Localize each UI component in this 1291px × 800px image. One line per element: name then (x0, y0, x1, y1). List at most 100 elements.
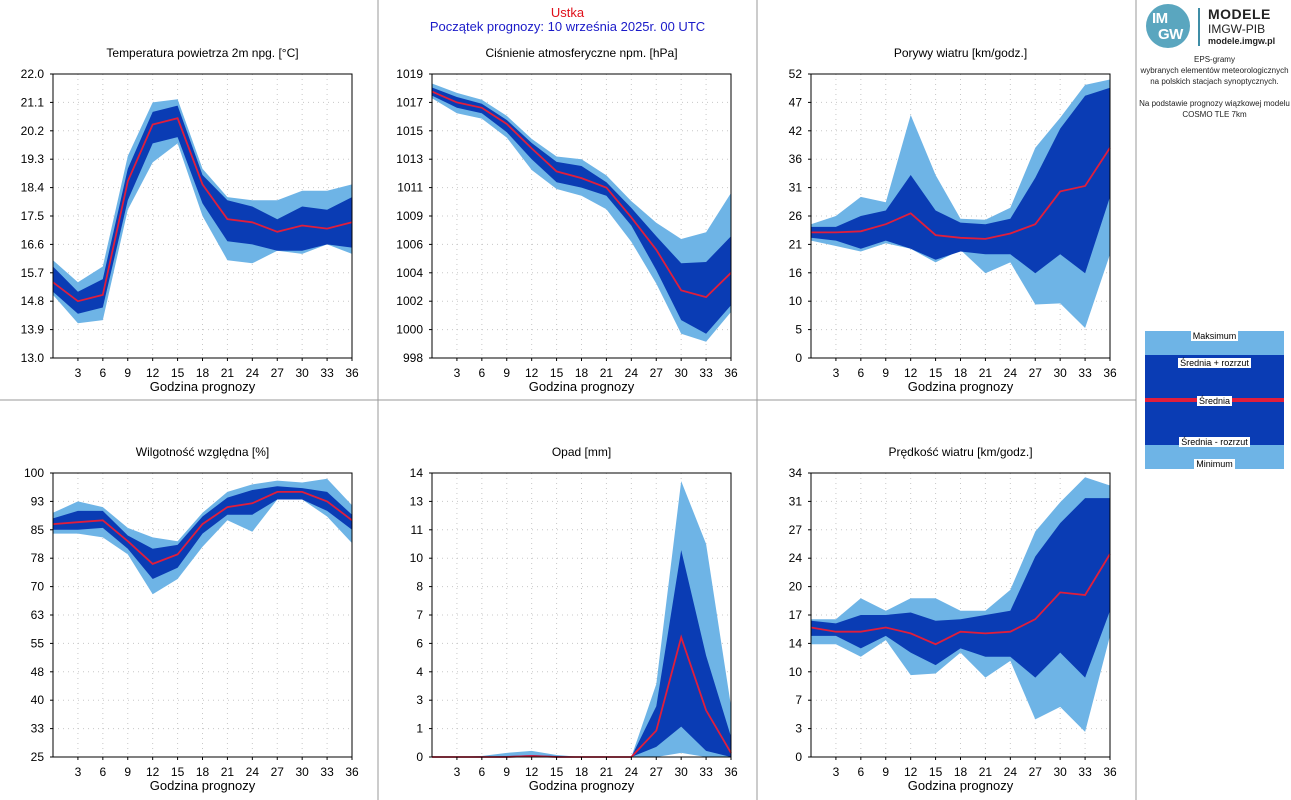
x-tick-label: 6 (478, 366, 485, 380)
y-tick-label: 63 (31, 608, 45, 622)
badge-bottom-text: GW (1158, 26, 1183, 43)
y-tick-label: 78 (31, 551, 45, 565)
y-tick-label: 4 (416, 665, 423, 679)
y-tick-label: 31 (789, 494, 803, 508)
min-max-band (53, 99, 352, 324)
x-tick-label: 21 (600, 366, 614, 380)
chart-panel-2: Ciśnienie atmosferyczne npm. [hPa] 998 100… (396, 46, 738, 394)
y-tick-label: 34 (789, 466, 803, 480)
min-max-band (53, 478, 352, 595)
y-tick-label: 5 (795, 323, 802, 337)
forecast-start: Początek prognozy: 10 września 2025r. 00… (429, 19, 706, 34)
x-tick-label: 12 (146, 765, 160, 779)
y-tick-label: 1019 (396, 67, 423, 81)
y-tick-label: 1000 (396, 323, 423, 337)
y-tick-label: 11 (411, 523, 424, 537)
desc-line-2: wybranych elementów meteorologicznych (1140, 66, 1289, 75)
x-tick-label: 27 (1029, 366, 1043, 380)
x-tick-label: 36 (345, 366, 359, 380)
x-tick-label: 36 (1103, 366, 1117, 380)
spread-band (53, 105, 352, 314)
x-tick-label: 3 (75, 765, 82, 779)
x-tick-label: 15 (171, 765, 185, 779)
chart-title: Wilgotność względna [%] (136, 445, 269, 459)
x-tick-label: 27 (271, 765, 285, 779)
y-tick-label: 8 (416, 580, 423, 594)
x-tick-label: 9 (882, 366, 889, 380)
x-tick-label: 3 (454, 366, 461, 380)
min-max-band (432, 83, 731, 342)
x-tick-label: 27 (271, 366, 285, 380)
x-tick-label: 18 (954, 366, 968, 380)
y-tick-label: 1013 (396, 152, 423, 166)
x-tick-label: 33 (699, 765, 713, 779)
x-tick-label: 18 (954, 765, 968, 779)
x-tick-label: 33 (320, 765, 334, 779)
spread-band (811, 498, 1110, 678)
x-tick-label: 24 (1004, 366, 1018, 380)
x-tick-label: 9 (503, 765, 510, 779)
x-tick-label: 24 (625, 366, 639, 380)
y-tick-label: 48 (31, 665, 45, 679)
y-tick-label: 7 (416, 608, 423, 622)
y-tick-label: 7 (795, 693, 802, 707)
min-max-band (432, 481, 731, 757)
y-tick-label: 21 (789, 237, 803, 251)
band-legend: Maksimum Średnia + rozrzut Średnia Średn… (1145, 331, 1284, 469)
y-tick-label: 55 (31, 636, 45, 650)
x-tick-label: 12 (904, 765, 918, 779)
x-tick-label: 30 (295, 765, 309, 779)
y-tick-label: 14 (410, 466, 424, 480)
desc-line-5: COSMO TLE 7km (1182, 110, 1247, 119)
logo-divider (1198, 8, 1200, 46)
x-tick-label: 24 (625, 765, 639, 779)
y-tick-label: 42 (789, 124, 803, 138)
x-tick-label: 36 (724, 765, 738, 779)
chart-title: Temperatura powietrza 2m npg. [°C] (106, 46, 298, 60)
y-tick-label: 25 (31, 750, 45, 764)
y-tick-label: 21.1 (21, 95, 45, 109)
x-tick-label: 30 (295, 366, 309, 380)
x-tick-label: 15 (550, 366, 564, 380)
y-tick-label: 1004 (396, 266, 423, 280)
x-tick-label: 6 (478, 765, 485, 779)
logo-url: modele.imgw.pl (1208, 36, 1276, 46)
x-axis-label: Godzina prognozy (529, 379, 635, 394)
y-tick-label: 14.8 (21, 294, 45, 308)
y-tick-label: 15.7 (21, 266, 45, 280)
x-tick-label: 12 (904, 366, 918, 380)
x-tick-label: 15 (171, 366, 185, 380)
imgw-badge-icon: IM GW (1146, 4, 1190, 48)
chart-panel-1: Temperatura powietrza 2m npg. [°C] 13.0 13… (21, 46, 359, 394)
x-tick-label: 3 (833, 765, 840, 779)
x-tick-label: 27 (1029, 765, 1043, 779)
logo-title: MODELE (1208, 6, 1271, 22)
legend-max-label: Maksimum (1190, 331, 1239, 341)
x-tick-label: 30 (674, 366, 688, 380)
x-tick-label: 33 (699, 366, 713, 380)
y-tick-label: 3 (416, 693, 423, 707)
x-tick-label: 21 (979, 366, 993, 380)
x-axis-label: Godzina prognozy (908, 778, 1014, 793)
y-tick-label: 13.9 (21, 323, 45, 337)
y-tick-label: 93 (31, 494, 45, 508)
x-tick-label: 21 (221, 366, 235, 380)
x-tick-label: 18 (196, 366, 210, 380)
x-tick-label: 27 (650, 765, 664, 779)
x-tick-label: 3 (454, 765, 461, 779)
legend-mean-label: Średnia (1196, 396, 1233, 406)
x-tick-label: 9 (124, 765, 131, 779)
x-tick-label: 12 (525, 366, 539, 380)
x-tick-label: 21 (221, 765, 235, 779)
x-tick-label: 21 (600, 765, 614, 779)
y-tick-label: 33 (31, 722, 45, 736)
x-axis-label: Godzina prognozy (150, 778, 256, 793)
x-tick-label: 15 (929, 366, 943, 380)
x-tick-label: 6 (99, 366, 106, 380)
x-tick-label: 27 (650, 366, 664, 380)
spread-band (432, 87, 731, 334)
x-tick-label: 33 (1078, 366, 1092, 380)
chart-title: Porywy wiatru [km/godz.] (894, 46, 1027, 60)
